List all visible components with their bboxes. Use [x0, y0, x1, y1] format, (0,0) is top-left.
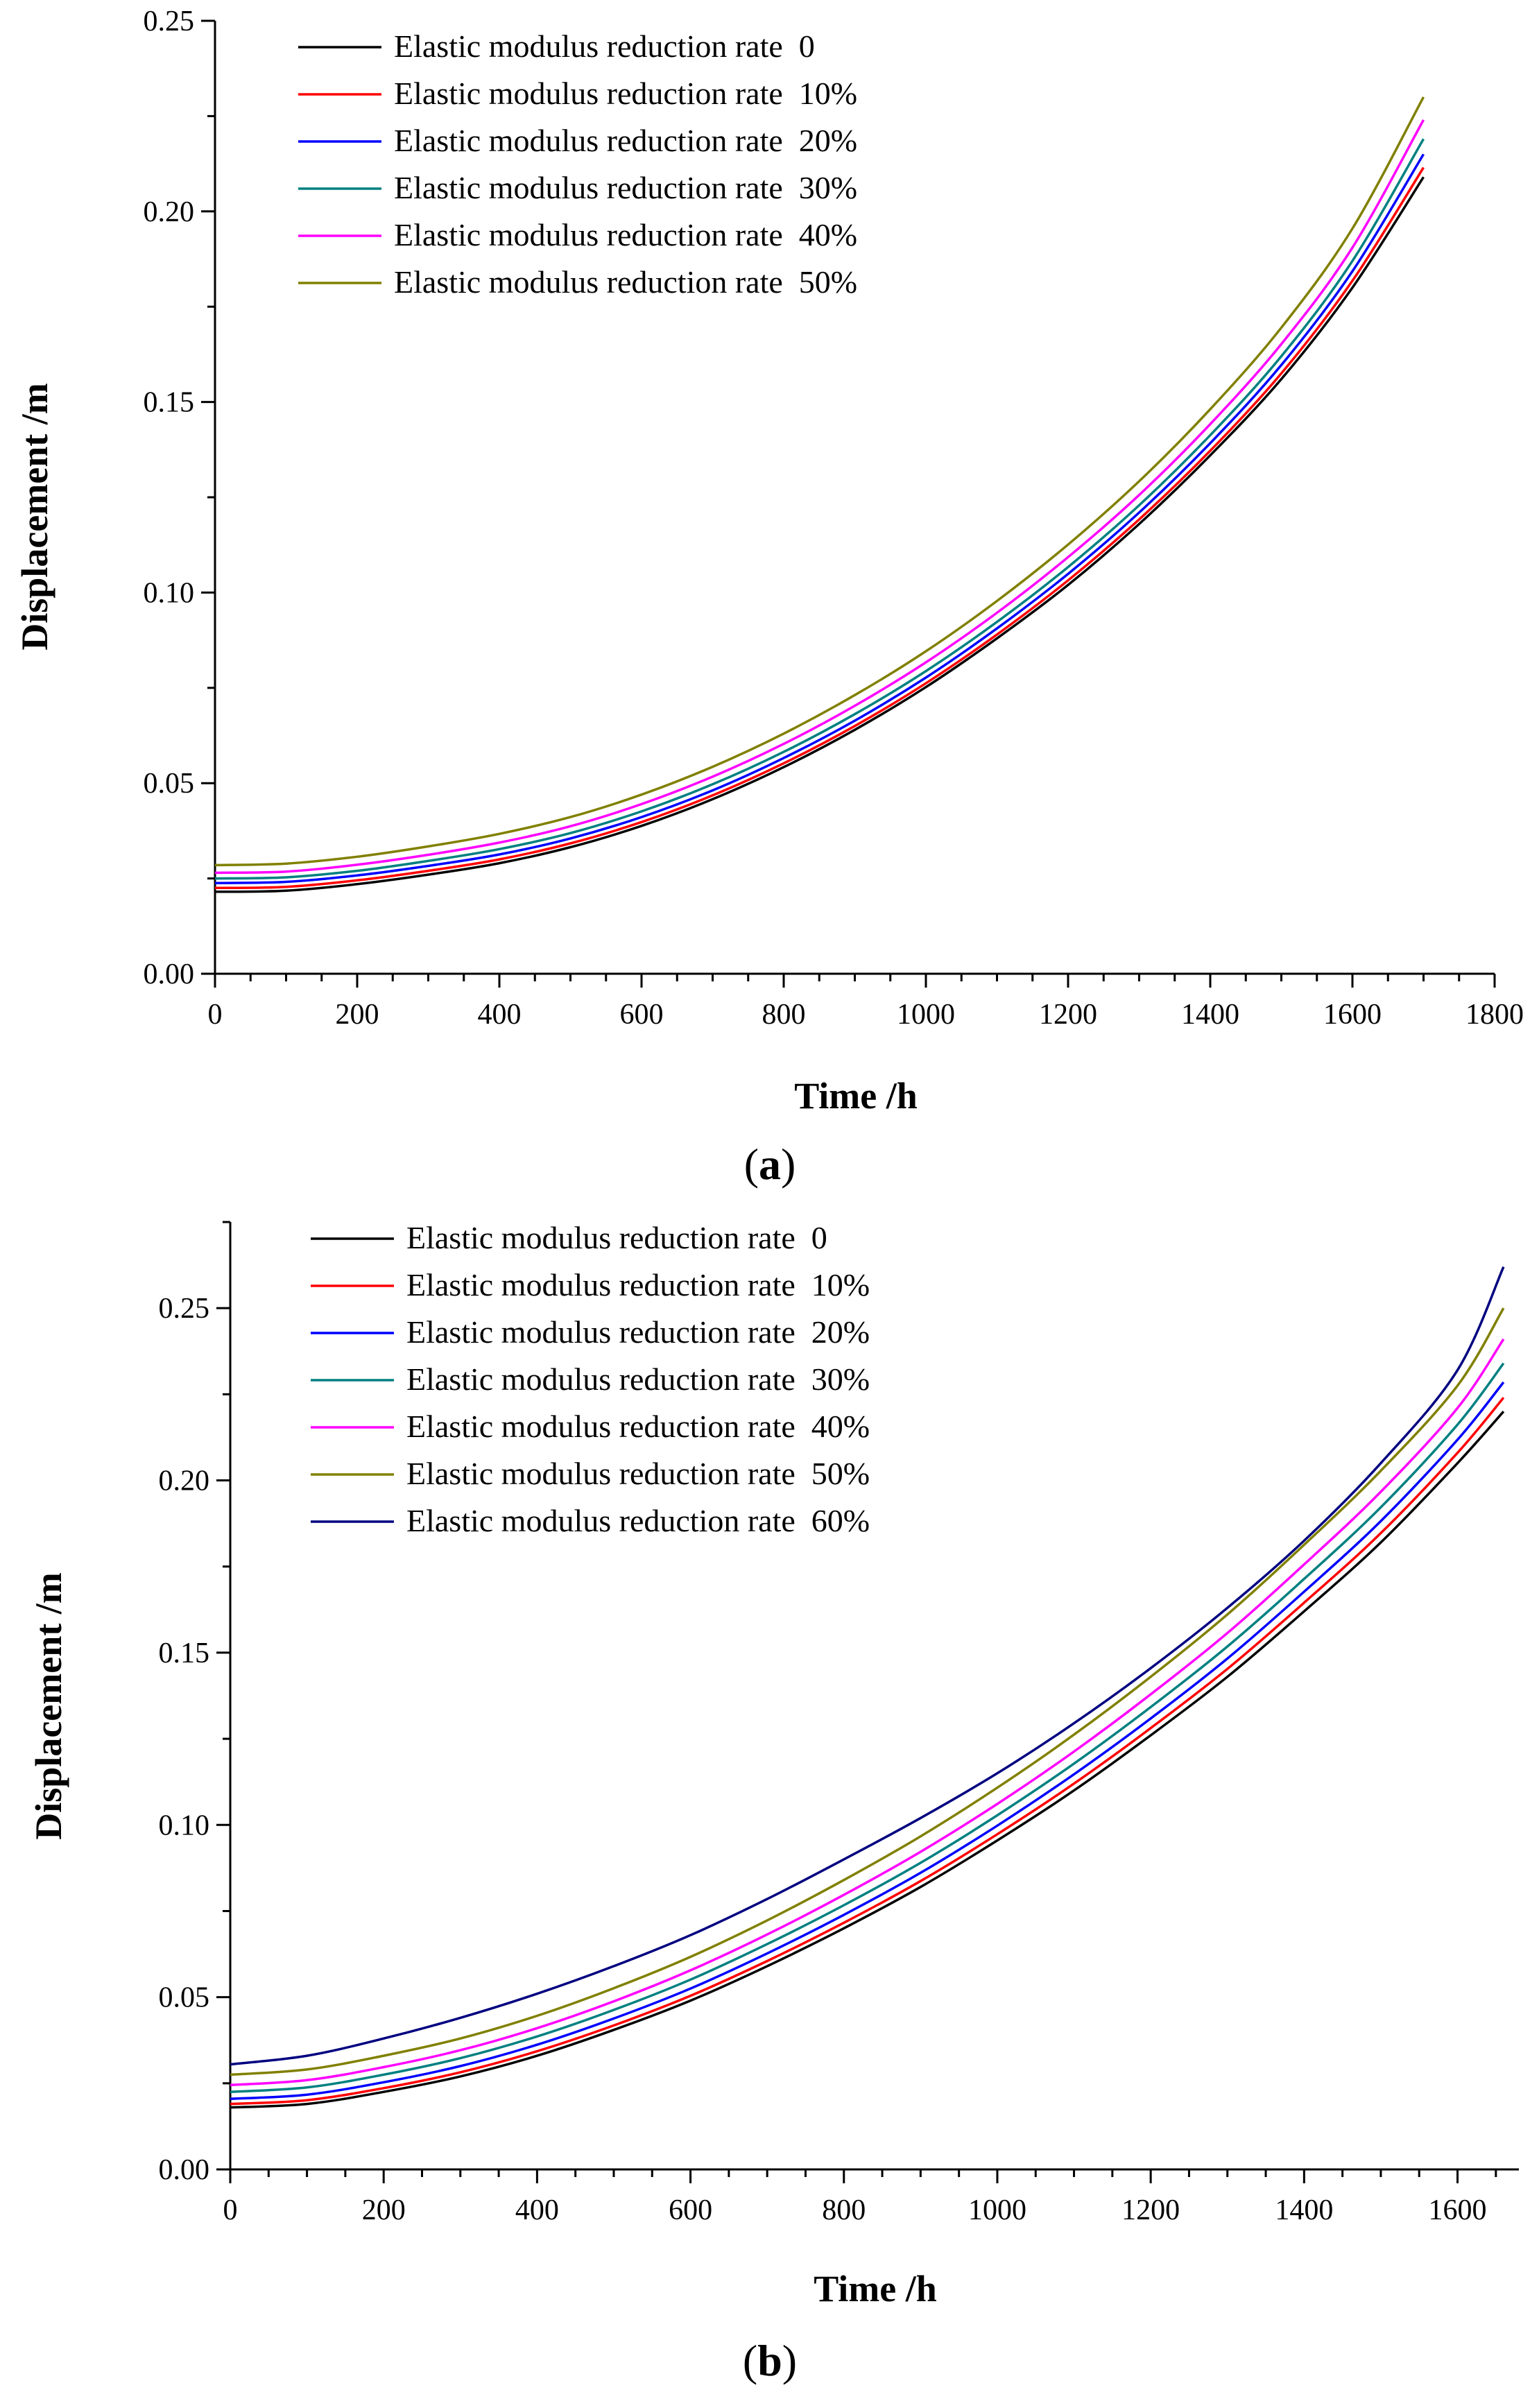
x-tick-label-b: 0	[223, 2194, 238, 2226]
panel-label-b-close: )	[782, 2336, 797, 2385]
legend-label-b-4: Elastic modulus reduction rate 40%	[406, 1409, 870, 1444]
series-line-b-2	[230, 1381, 1505, 2100]
panel-label-b-letter: b	[757, 2336, 782, 2385]
x-tick-label-b: 1000	[968, 2194, 1026, 2226]
legend-label-a-4: Elastic modulus reduction rate 40%	[394, 217, 857, 252]
series-line-a-1	[214, 166, 1425, 890]
x-tick-label-a: 1800	[1465, 999, 1524, 1031]
series-line-a-2	[214, 153, 1425, 884]
legend-label-b-1: Elastic modulus reduction rate 10%	[406, 1267, 870, 1302]
y-tick-label-b: 0.05	[159, 1982, 210, 2014]
y-axis-title-a: Displacement /m	[14, 383, 55, 650]
series-line-b-6	[230, 1266, 1505, 2066]
legend-label-a-2: Elastic modulus reduction rate 20%	[394, 123, 857, 158]
panel-label-a: (a)	[744, 1140, 796, 1189]
x-tick-label-a: 1600	[1323, 999, 1382, 1031]
legend-label-b-0: Elastic modulus reduction rate 0	[406, 1220, 827, 1255]
legend-label-a-0: Elastic modulus reduction rate 0	[394, 28, 815, 64]
series-line-b-3	[230, 1362, 1505, 2093]
x-tick-label-b: 1200	[1121, 2194, 1180, 2226]
y-tick-label-b: 0.25	[159, 1293, 210, 1325]
y-tick-label-a: 0.05	[144, 768, 195, 800]
y-tick-label-a: 0.10	[144, 577, 195, 609]
chart-panel-a: Displacement /m Time /h (a) 0 200 400 600 80…	[14, 6, 1524, 1189]
legend-label-b-5: Elastic modulus reduction rate 50%	[406, 1456, 870, 1491]
series-line-a-3	[214, 138, 1425, 880]
x-tick-label-b: 400	[515, 2194, 559, 2226]
x-tick-label-a: 1200	[1039, 999, 1097, 1031]
legend-label-b-2: Elastic modulus reduction rate 20%	[406, 1314, 870, 1350]
panel-label-a-close: )	[781, 1140, 796, 1189]
y-tick-label-a: 0.20	[144, 196, 195, 228]
y-tick-label-b: 0.00	[159, 2154, 210, 2186]
series-line-b-4	[230, 1338, 1505, 2087]
x-tick-label-a: 1400	[1181, 999, 1239, 1031]
series-line-b-0	[230, 1411, 1505, 2109]
y-tick-label-b: 0.20	[159, 1465, 210, 1497]
x-tick-label-b: 600	[669, 2194, 712, 2226]
y-tick-label-b: 0.15	[159, 1637, 210, 1669]
x-tick-label-b: 1400	[1275, 2194, 1333, 2226]
legend-b: Elastic modulus reduction rate 0 Elastic …	[311, 1220, 870, 1538]
y-axis-title-b: Displacement /m	[28, 1572, 69, 1839]
legend-label-b-6: Elastic modulus reduction rate 60%	[406, 1503, 870, 1538]
panel-label-b: (b)	[743, 2336, 797, 2385]
series-line-b-5	[230, 1307, 1505, 2076]
x-axis-title-b: Time /h	[814, 2268, 937, 2310]
y-tick-label-a: 0.25	[144, 6, 195, 37]
x-axis-title-a: Time /h	[794, 1075, 918, 1117]
x-tick-label-a: 600	[620, 999, 664, 1031]
legend-label-a-3: Elastic modulus reduction rate 30%	[394, 170, 857, 205]
panel-label-a-letter: a	[759, 1140, 781, 1189]
chart-panel-b: Displacement /m Time /h (b) 0 200 400 600 80…	[28, 1220, 1519, 2385]
x-tick-label-b: 1600	[1429, 2194, 1487, 2226]
x-tick-label-b: 200	[362, 2194, 406, 2226]
x-tick-label-a: 0	[208, 999, 223, 1031]
legend-label-a-5: Elastic modulus reduction rate 50%	[394, 264, 857, 300]
x-tick-label-a: 1000	[897, 999, 955, 1031]
x-tick-label-b: 800	[822, 2194, 866, 2226]
y-tick-label-a: 0.00	[144, 958, 195, 990]
series-line-a-4	[214, 119, 1425, 875]
y-tick-label-b: 0.10	[159, 1809, 210, 1841]
x-tick-label-a: 800	[762, 999, 806, 1031]
series-line-a-5	[214, 96, 1425, 867]
panel-label-a-open: (	[744, 1140, 759, 1189]
x-tick-label-a: 400	[478, 999, 522, 1031]
series-line-b-1	[230, 1397, 1505, 2106]
legend-label-a-1: Elastic modulus reduction rate 10%	[394, 76, 857, 111]
panel-label-b-open: (	[743, 2336, 757, 2385]
legend-label-b-3: Elastic modulus reduction rate 30%	[406, 1361, 870, 1397]
series-line-a-0	[214, 176, 1425, 893]
x-tick-label-a: 200	[336, 999, 379, 1031]
legend-a: Elastic modulus reduction rate 0 Elastic …	[298, 28, 857, 300]
y-tick-label-a: 0.15	[144, 387, 195, 419]
